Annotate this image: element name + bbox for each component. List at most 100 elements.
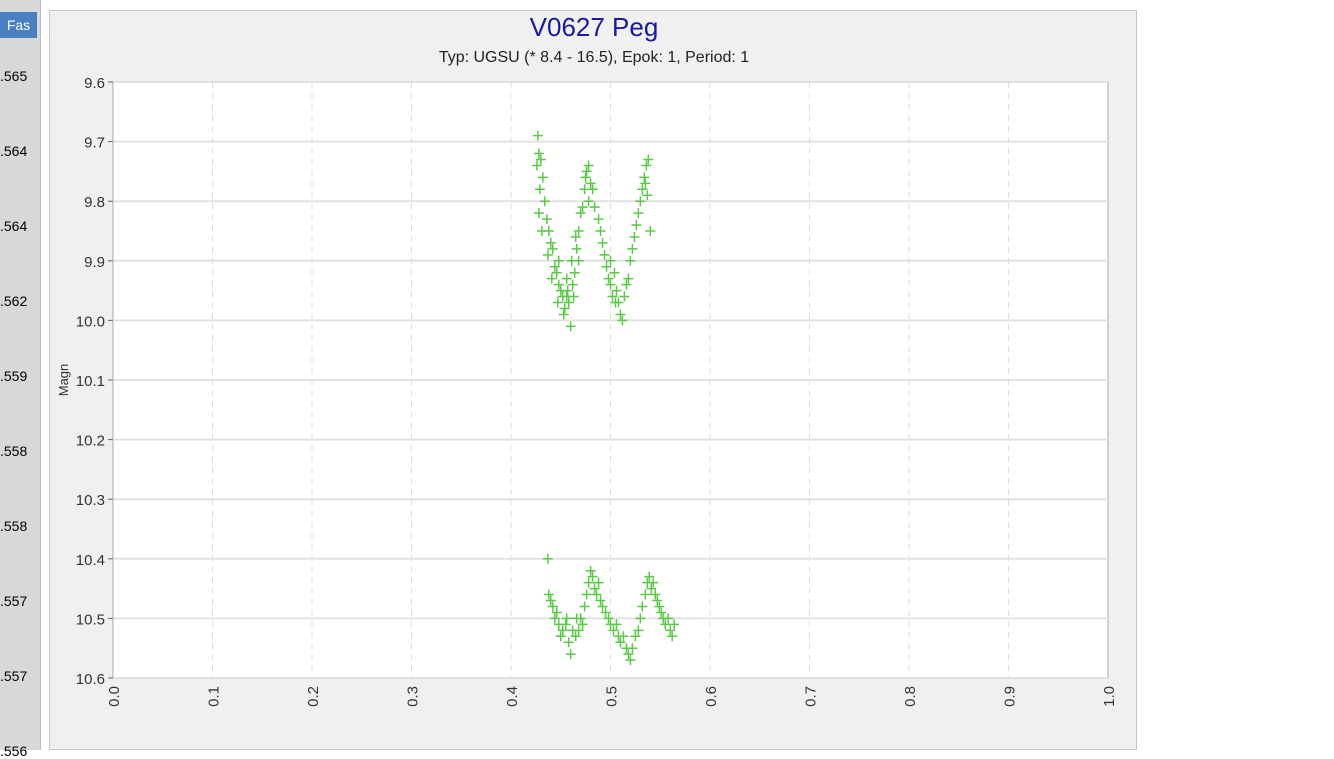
fas-column-header[interactable]: Fas (0, 12, 37, 38)
data-point (531, 160, 542, 171)
data-point (583, 160, 594, 171)
data-point (580, 172, 591, 183)
data-point (541, 214, 552, 225)
data-point (623, 649, 634, 660)
data-point (633, 625, 644, 636)
data-point (639, 172, 650, 183)
y-tick-label: 10.4 (76, 552, 105, 569)
data-point (569, 267, 580, 278)
data-point (629, 231, 640, 242)
data-point (641, 160, 652, 171)
y-tick-label: 9.6 (84, 75, 105, 92)
data-point (571, 613, 582, 624)
data-point (595, 595, 606, 606)
data-point (565, 649, 576, 660)
data-point (567, 279, 578, 290)
data-point (551, 267, 562, 278)
phase-value: .562 (0, 293, 28, 309)
data-point (546, 273, 557, 284)
data-point (648, 577, 659, 588)
data-point (645, 226, 656, 236)
data-point (555, 631, 566, 642)
chart-subtitle: Typ: UGSU (* 8.4 - 16.5), Epok: 1, Perio… (438, 49, 750, 66)
data-point (585, 565, 596, 576)
data-point (654, 601, 665, 612)
data-point (618, 631, 629, 642)
data-point (539, 196, 550, 207)
data-point (643, 154, 654, 165)
phase-value: .565 (0, 68, 28, 84)
data-point (577, 619, 588, 630)
data-point (608, 625, 619, 636)
data-point (633, 208, 644, 219)
data-point (587, 571, 598, 582)
data-point (607, 291, 618, 302)
data-point (583, 196, 594, 207)
data-point (640, 589, 651, 600)
x-tick-label: 0.6 (703, 686, 720, 707)
phase-value: .557 (0, 593, 28, 609)
data-point (595, 226, 606, 236)
data-point (581, 166, 592, 177)
data-point (623, 273, 634, 284)
data-point (562, 285, 573, 296)
data-point (553, 279, 564, 290)
data-point (637, 184, 648, 195)
data-point (577, 202, 588, 213)
data-point (640, 178, 651, 189)
data-point (571, 243, 582, 254)
data-point (600, 607, 611, 618)
data-point (553, 255, 564, 266)
data-point (589, 583, 600, 594)
data-point (610, 297, 621, 308)
data-point (552, 297, 563, 308)
data-point (587, 184, 598, 195)
data-point (597, 237, 608, 248)
data-point (589, 202, 600, 213)
data-point (543, 226, 554, 236)
x-tick-label: 1.0 (1101, 686, 1118, 707)
y-tick-label: 10.5 (76, 611, 105, 628)
data-point (579, 601, 590, 612)
data-point (591, 589, 602, 600)
data-point (609, 267, 620, 278)
x-tick-label: 0.0 (106, 686, 123, 707)
x-tick-label: 0.1 (206, 686, 223, 707)
data-point (568, 291, 579, 302)
y-axis-label: Magn (56, 364, 71, 397)
y-tick-label: 9.7 (84, 135, 105, 152)
data-point (557, 625, 568, 636)
x-tick-label: 0.9 (1002, 686, 1019, 707)
phase-value: .558 (0, 518, 28, 534)
data-point (573, 625, 584, 636)
data-point (583, 577, 594, 588)
data-point (559, 303, 570, 314)
data-point (570, 231, 581, 242)
data-point (533, 148, 544, 159)
data-point (635, 613, 646, 624)
data-point (621, 279, 632, 290)
data-point (660, 619, 671, 630)
x-tick-label: 0.3 (405, 686, 422, 707)
data-point (625, 255, 636, 266)
data-point (665, 625, 676, 636)
x-tick-label: 0.7 (803, 686, 820, 707)
data-point (570, 631, 581, 642)
data-point (563, 637, 574, 648)
data-point (542, 553, 553, 564)
data-point (533, 208, 544, 219)
data-point (561, 613, 572, 624)
x-tick-label: 0.2 (305, 686, 322, 707)
data-point (642, 190, 653, 201)
data-point (545, 595, 556, 606)
y-tick-label: 10.6 (76, 671, 105, 688)
data-point (593, 214, 604, 225)
phase-value: .564 (0, 143, 28, 159)
data-point (615, 637, 626, 648)
data-point (597, 601, 608, 612)
data-point (611, 285, 622, 296)
data-point (585, 178, 596, 189)
data-point (532, 130, 543, 141)
y-tick-label: 10.3 (76, 492, 105, 509)
